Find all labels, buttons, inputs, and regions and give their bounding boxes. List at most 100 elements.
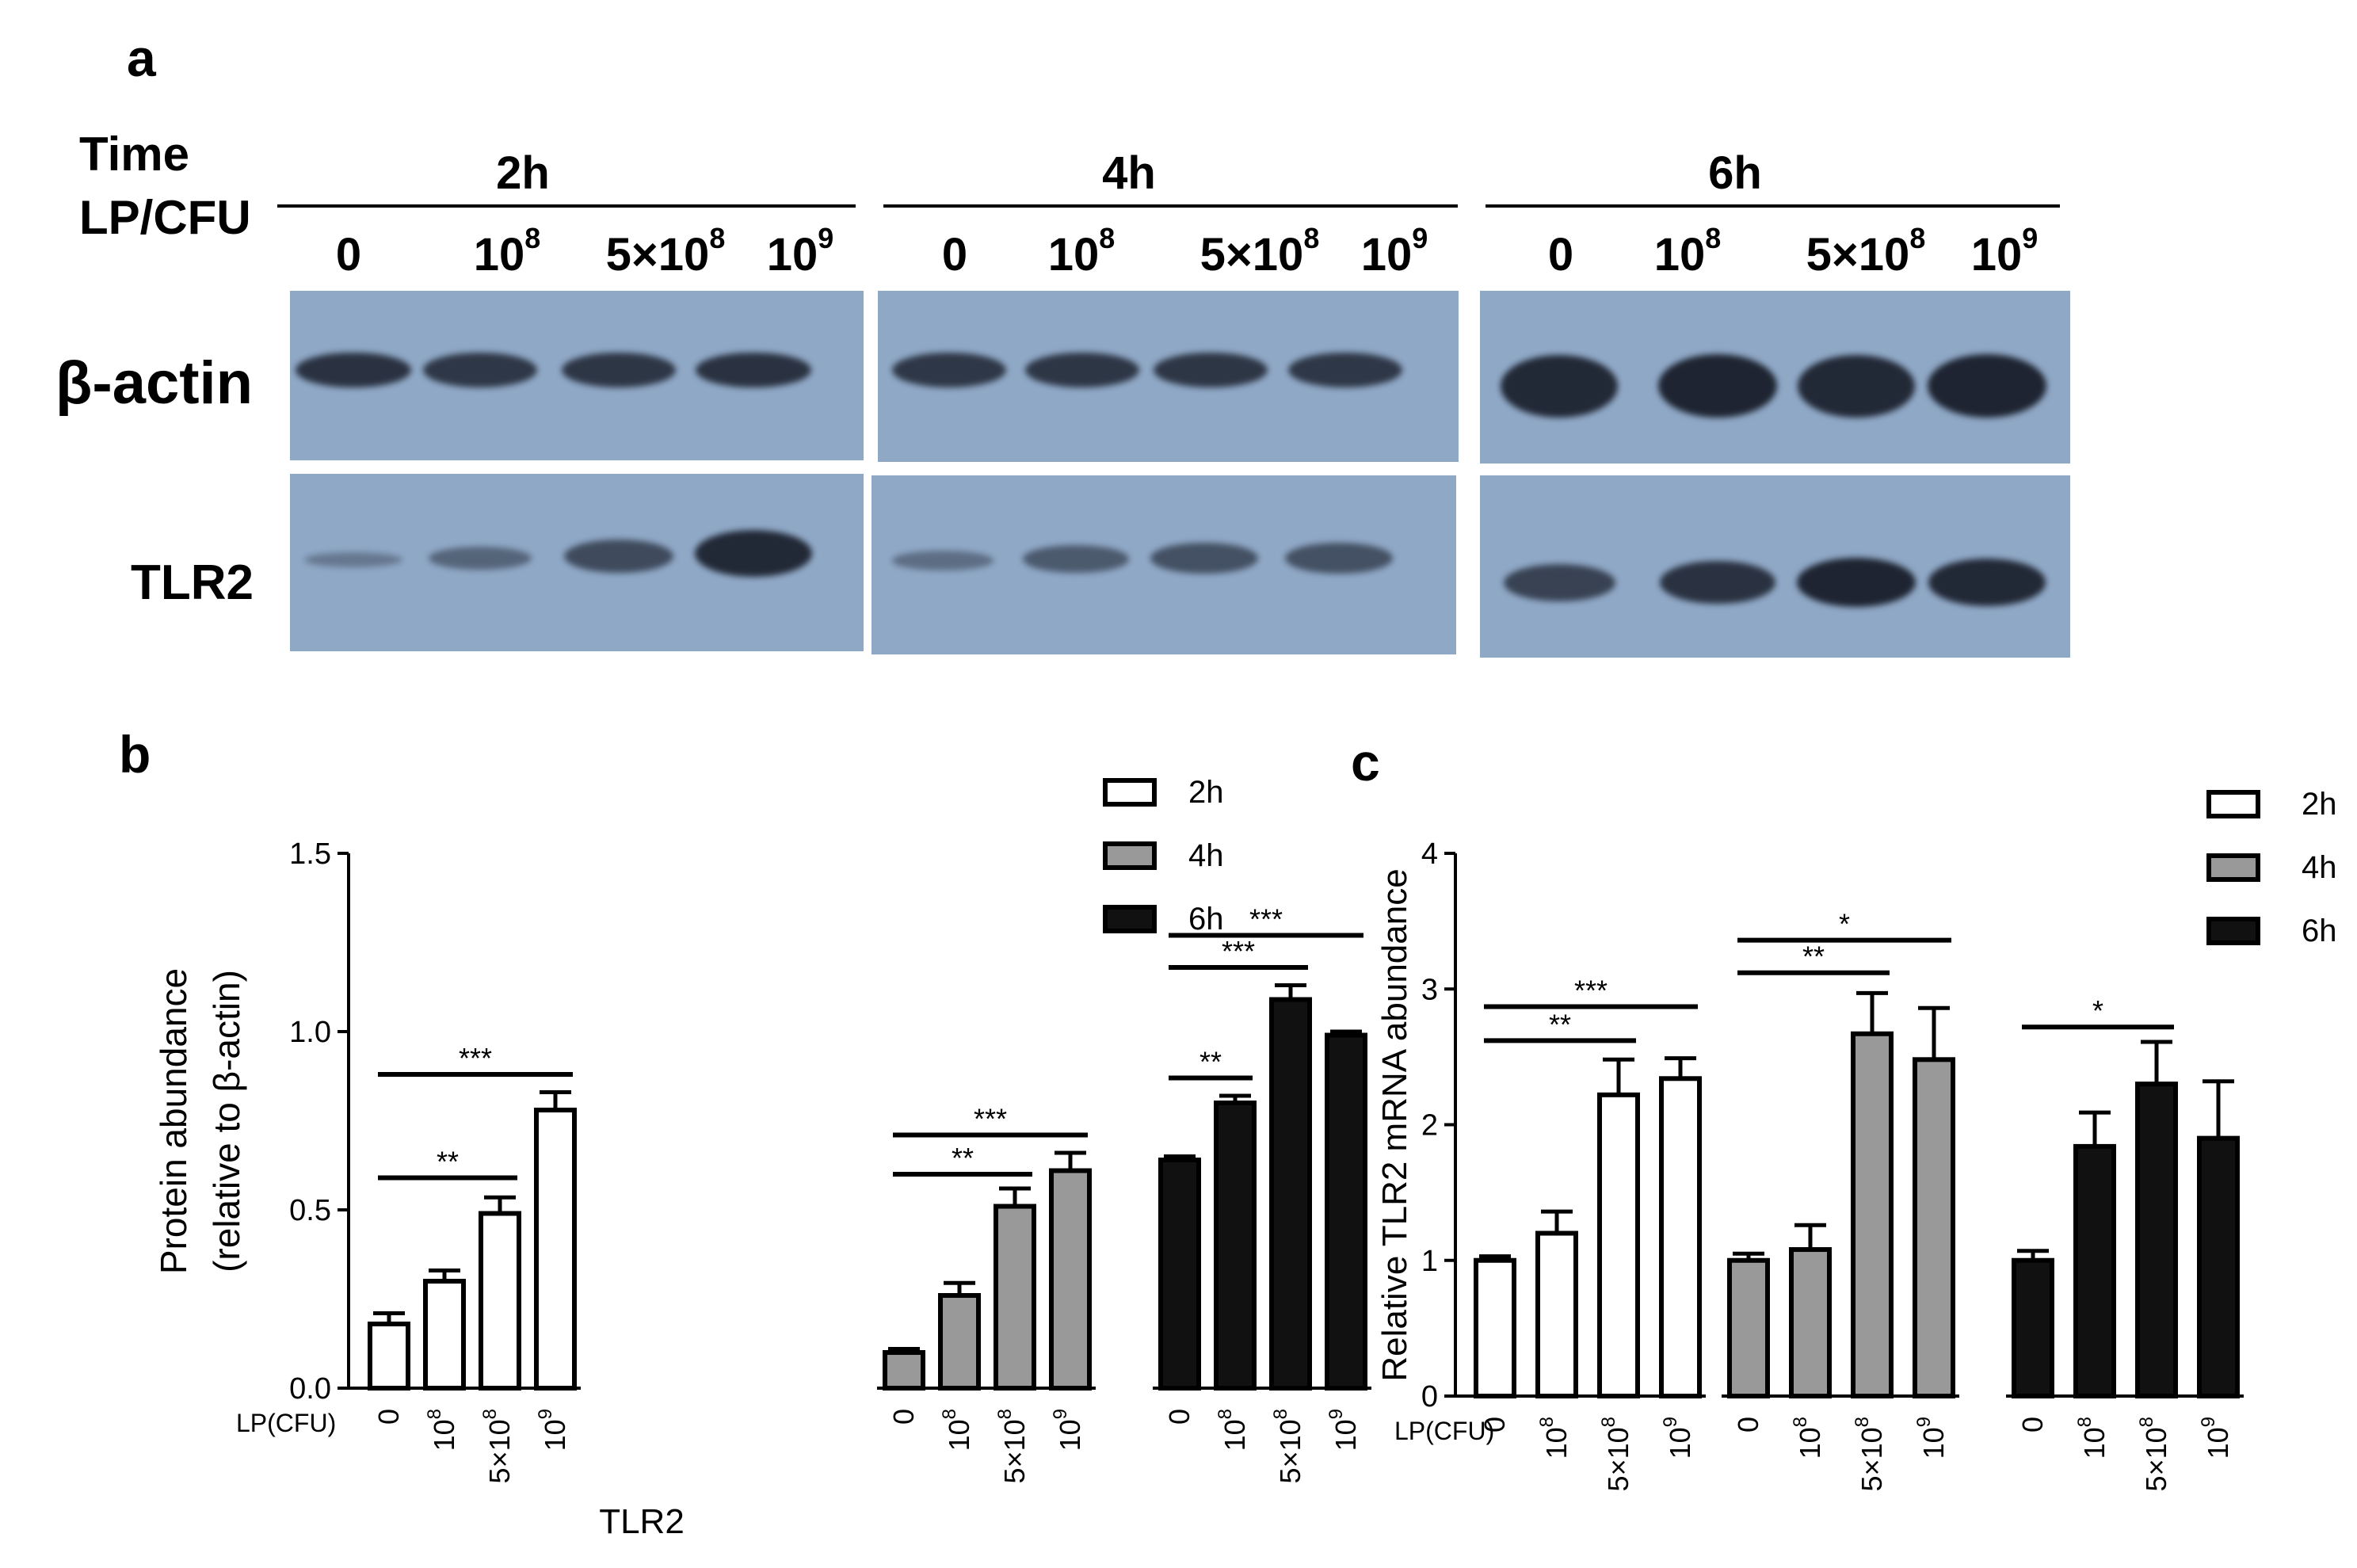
category-label: 109 [1325,1409,1362,1451]
category-label: 108 [1215,1409,1251,1451]
actin-band [561,352,677,388]
bar [883,1350,925,1391]
bar [1269,997,1312,1391]
legend-label: 6h [1188,902,1224,937]
bar [1214,1101,1257,1391]
category-label: 0 [1478,1417,1511,1433]
x-axis-label: TLR2 [599,1502,685,1541]
lane-label: 5×108 [1806,222,1926,280]
category-label: 0 [372,1409,405,1425]
blot-actin-6h [1480,291,2070,464]
category-label: 109 [535,1409,571,1451]
tlr2-band [1797,558,1916,607]
bar [368,1322,410,1391]
group-label-4h: 4h [1102,147,1156,199]
bar [2135,1082,2178,1398]
category-label: 108 [1536,1417,1573,1459]
significance-label: *** [1574,975,1608,1007]
bar [479,1211,521,1391]
bar [938,1293,981,1391]
panel-a-letter: a [127,29,156,87]
row-label-actin: β-actin [55,349,254,417]
category-label: 5×108 [994,1409,1031,1483]
legend-label: 4h [2302,850,2337,885]
lane-label: 109 [1970,222,2039,280]
significance-label: ** [1802,940,1825,973]
blot-tlr2-2h [290,474,864,651]
time-label: Time [79,128,189,181]
actin-band [1797,354,1916,418]
category-label: 0 [887,1409,920,1425]
tlr2-band [564,540,673,573]
bar [1597,1092,1640,1398]
actin-band [1288,353,1402,387]
category-label: 108 [424,1409,460,1451]
actin-band [1024,352,1140,388]
group-rule-6h [1486,204,2060,208]
category-label: 109 [1050,1409,1086,1451]
significance-label: *** [1249,903,1283,936]
x-prefix-label: LP(CFU) [236,1409,336,1437]
category-label: 5×108 [1270,1409,1306,1483]
bar [2012,1257,2054,1398]
group-label-6h: 6h [1708,147,1762,199]
actin-band [296,352,411,388]
bar [2073,1143,2116,1399]
significance-label: ** [952,1142,974,1174]
category-label: 0 [1163,1409,1196,1425]
category-label: 0 [2016,1417,2049,1433]
significance-label: * [2092,994,2103,1027]
y-tick-label: 1.0 [289,1016,331,1049]
category-label: 108 [939,1409,975,1451]
category-label: 5×108 [1852,1417,1888,1491]
y-axis-label: Protein abundance [153,968,194,1274]
blot-actin-2h [290,291,864,460]
actin-band [892,353,1006,387]
x-prefix-label: LP(CFU) [1394,1417,1494,1445]
group-rule-2h [277,204,856,208]
lane-label: 108 [473,222,541,280]
y-tick-label: 4 [1421,837,1438,871]
actin-band [696,352,811,388]
legend-swatch [1103,778,1157,807]
category-label: 5×108 [1598,1417,1634,1491]
blot-actin-4h [878,291,1459,462]
bar [1474,1257,1516,1398]
legend-swatch [2206,790,2260,818]
category-label: 108 [1790,1417,1826,1459]
blot-tlr2-6h [1480,475,2070,658]
legend-swatch [1103,905,1157,933]
legend-label: 2h [2302,787,2337,822]
category-label: 109 [1913,1417,1950,1459]
tlr2-band [1660,560,1775,605]
y-tick-label: 0.0 [289,1372,331,1406]
bar [994,1204,1036,1391]
bar [1535,1230,1578,1398]
y-axis-label: Relative TLR2 mRNA abundance [1375,868,1414,1381]
legend-swatch [2206,917,2260,945]
lane-label: 109 [1360,222,1428,280]
bar [1049,1168,1092,1391]
panel-letter: b [119,725,151,784]
lane-label: 0 [941,229,968,280]
bar [1789,1247,1832,1399]
bar [2197,1135,2240,1398]
lane-label: 5×108 [1199,222,1320,280]
significance-label: ** [1549,1008,1571,1040]
legend-label: 6h [2302,914,2337,948]
legend-label: 2h [1188,775,1224,810]
legend-swatch [2206,853,2260,882]
y-tick-label: 0.5 [289,1194,331,1227]
group-rule-4h [883,204,1458,208]
tlr2-band [1284,542,1394,574]
bar [423,1279,466,1391]
category-label: 0 [1732,1417,1764,1433]
category-label: 109 [1660,1417,1696,1459]
y-tick-label: 3 [1421,973,1438,1006]
category-label: 109 [2198,1417,2234,1459]
actin-band [423,353,537,387]
tlr2-band [428,546,532,570]
y-axis-label-2: (relative to β-actin) [206,970,247,1272]
